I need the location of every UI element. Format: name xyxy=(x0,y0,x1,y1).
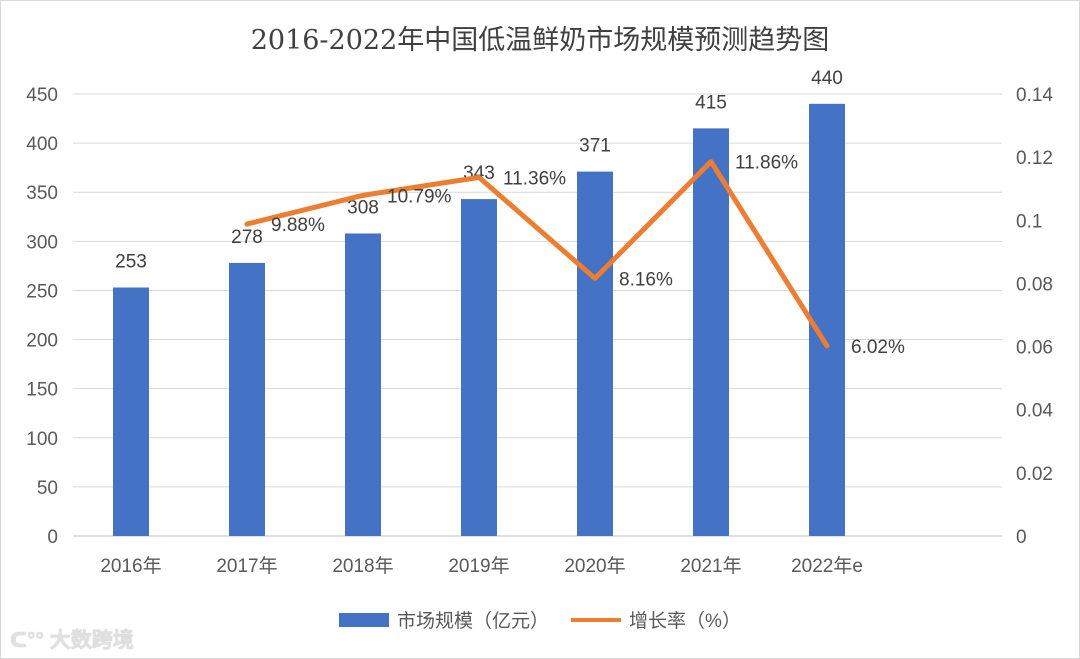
right-axis-tick: 0.14 xyxy=(1016,85,1053,106)
legend-swatch-line xyxy=(571,617,622,622)
left-axis-tick: 200 xyxy=(26,331,58,352)
chart-title: 2016-2022年中国低温鲜奶市场规模预测趋势图 xyxy=(250,25,830,56)
right-axis-tick: 0.08 xyxy=(1016,274,1053,295)
left-axis-tick: 300 xyxy=(26,232,58,253)
legend-label: 市场规模（亿元） xyxy=(397,611,550,632)
right-axis-tick: 0.12 xyxy=(1016,148,1053,169)
bar-data-label: 308 xyxy=(347,197,379,218)
right-axis-tick: 0.1 xyxy=(1016,211,1042,232)
line-data-label: 10.79% xyxy=(387,186,452,207)
line-data-label: 8.16% xyxy=(619,269,673,290)
left-axis-tick: 0 xyxy=(47,527,58,548)
bar-data-label: 440 xyxy=(811,68,843,89)
left-axis-tick: 50 xyxy=(37,478,58,499)
growth-line xyxy=(244,159,830,349)
legend: 市场规模（亿元） 增长率（%） xyxy=(0,606,1080,633)
legend-label: 增长率（%） xyxy=(629,611,741,632)
bar xyxy=(229,262,265,536)
x-axis-tick: 2019年 xyxy=(448,555,509,577)
x-axis-tick: 2018年 xyxy=(332,555,393,577)
legend-swatch-bar xyxy=(339,612,390,627)
legend-item-growth-rate: 增长率（%） xyxy=(571,606,741,633)
x-axis-tick: 2020年 xyxy=(564,555,625,577)
left-axis-tick: 100 xyxy=(26,429,58,450)
x-axis-tick: 2017年 xyxy=(216,555,277,577)
bar xyxy=(693,128,729,536)
bar-data-label: 415 xyxy=(695,92,727,113)
bar-data-label: 253 xyxy=(115,251,147,272)
line-data-label: 6.02% xyxy=(851,337,905,358)
left-axis-tick: 450 xyxy=(26,85,58,106)
bar-data-label: 371 xyxy=(579,136,611,157)
right-axis-tick: 0.06 xyxy=(1016,338,1053,359)
bar xyxy=(461,199,497,536)
left-axis-tick: 250 xyxy=(26,281,58,302)
bar xyxy=(345,233,381,536)
bar xyxy=(809,103,845,537)
right-axis-tick: 0.02 xyxy=(1016,464,1053,485)
watermark-logo: ᑕ°° 大数跨境 xyxy=(10,629,134,652)
left-axis-tick: 350 xyxy=(26,183,58,204)
line-data-label: 11.86% xyxy=(735,153,798,174)
line-data-label: 9.88% xyxy=(271,215,325,236)
bar-data-label: 278 xyxy=(231,227,263,248)
legend-item-market-size: 市场规模（亿元） xyxy=(339,606,549,633)
left-axis-tick: 150 xyxy=(26,380,58,401)
right-axis-tick: 0.04 xyxy=(1016,401,1053,422)
line-data-label: 11.36% xyxy=(503,168,566,189)
bar xyxy=(577,171,613,536)
x-axis-tick: 2021年 xyxy=(680,555,741,577)
x-axis-tick: 2016年 xyxy=(100,555,161,577)
bar xyxy=(113,287,149,536)
right-axis-tick: 0 xyxy=(1016,527,1027,548)
left-axis-tick: 400 xyxy=(26,134,58,155)
x-axis-tick: 2022年e xyxy=(791,555,863,577)
